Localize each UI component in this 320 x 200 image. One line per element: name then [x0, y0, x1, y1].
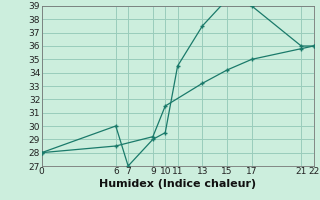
X-axis label: Humidex (Indice chaleur): Humidex (Indice chaleur)	[99, 179, 256, 189]
